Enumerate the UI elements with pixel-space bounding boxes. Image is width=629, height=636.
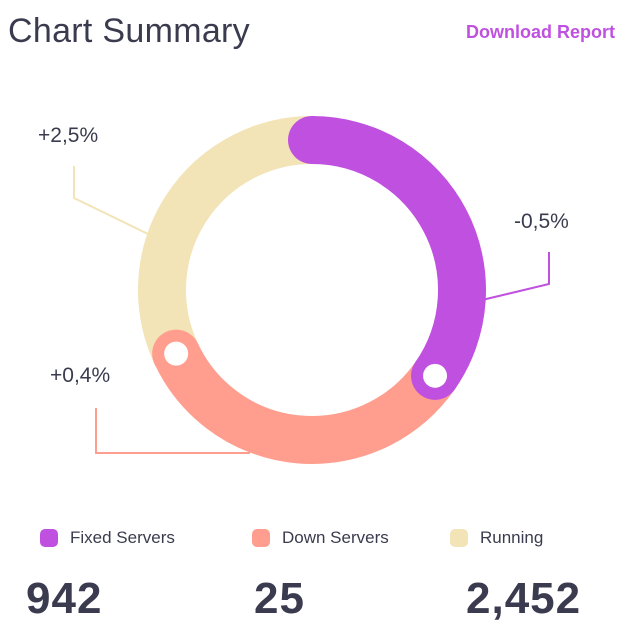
- leader-line-down-servers: [95, 408, 250, 454]
- legend-item-running: Running: [450, 528, 543, 548]
- change-label-fixed-servers: -0,5%: [514, 210, 569, 233]
- legend-label-down-servers: Down Servers: [282, 528, 389, 547]
- donut-segment-running[interactable]: [138, 116, 313, 364]
- segment-marker-fixed-servers: [423, 363, 448, 388]
- donut-segment-fixed-servers[interactable]: [311, 116, 486, 390]
- page-title: Chart Summary: [8, 12, 250, 50]
- segment-cap-fixed-servers: [288, 116, 336, 164]
- legend-swatch-down-servers: [252, 529, 270, 547]
- donut-segment-down-servers[interactable]: [154, 342, 455, 464]
- download-report-link[interactable]: Download Report: [466, 22, 615, 42]
- legend-swatch-fixed-servers: [40, 529, 58, 547]
- change-label-down-servers: +0,4%: [50, 364, 110, 387]
- legend-swatch-running: [450, 529, 468, 547]
- stat-down-servers: 25: [254, 574, 305, 623]
- legend-item-down-servers: Down Servers: [252, 528, 389, 548]
- leader-line-fixed-servers: [481, 252, 550, 301]
- change-label-running: +2,5%: [38, 124, 98, 147]
- legend-item-fixed-servers: Fixed Servers: [40, 528, 175, 548]
- segment-marker-down-servers: [164, 341, 189, 366]
- legend-label-running: Running: [480, 528, 544, 547]
- leader-line-running: [73, 166, 149, 235]
- stat-fixed-servers: 942: [26, 574, 103, 623]
- legend-label-fixed-servers: Fixed Servers: [70, 528, 175, 547]
- donut-chart: -0,5% +0,4% +2,5%: [38, 116, 569, 464]
- stat-running: 2,452: [466, 574, 582, 623]
